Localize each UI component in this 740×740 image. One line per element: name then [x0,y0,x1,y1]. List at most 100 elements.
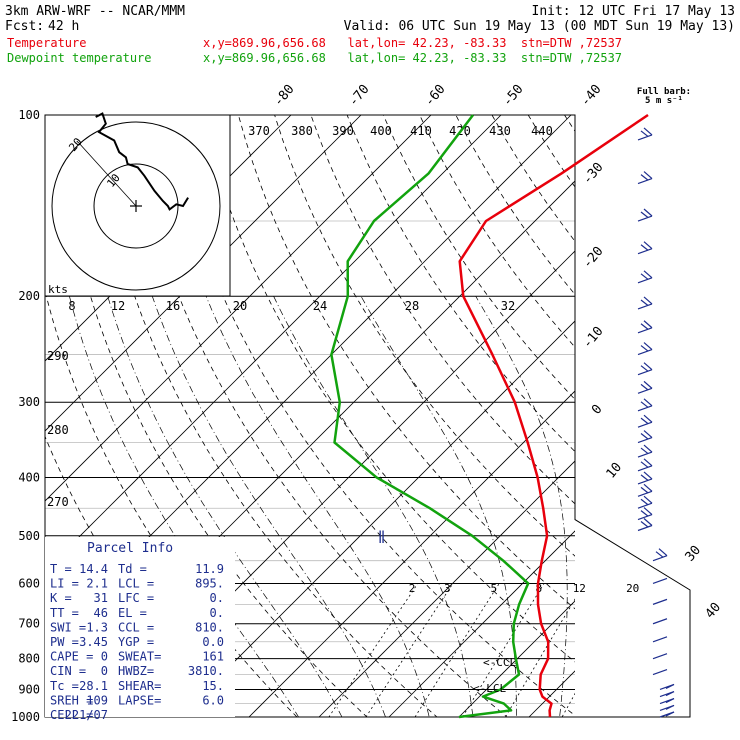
wind-barb-flag [640,486,649,494]
parcel-info-value: 46 [94,606,108,620]
mixing-ratio-line [561,692,575,717]
wind-barb-flag [640,323,649,330]
wind-barb-flag [640,461,649,468]
moist-adiabat [600,296,636,730]
parcel-info-value: 0.0 [202,635,224,649]
wind-barb-staff [637,421,653,428]
legend-dewpoint-name: Dewpoint temperature [7,51,152,65]
parcel-info-label: SWI = [50,620,86,634]
el-marker: ‖ [378,529,385,543]
isotherm-label: -30 [580,160,607,188]
parcel-info-value: 810. [195,620,224,634]
wind-barb-flag [665,691,675,697]
isotherm [528,670,575,717]
wind-barb-flag [640,273,649,280]
isotherm [178,320,575,717]
parcel-info-label: LAPSE= [118,693,161,707]
wind-barb-staff [637,369,653,376]
isotherm-label: -10 [580,324,607,352]
parcel-info-value: 895. [195,577,224,591]
parcel-info-value: 28.1 [79,679,108,693]
wind-barb-staff [637,405,653,412]
parcel-info-label: LCL = [118,577,154,591]
wind-barb [637,518,653,532]
parcel-info-value: 1.3 [86,620,108,634]
wind-barb-flag [643,414,653,423]
wind-barb-staff [637,514,653,521]
wind-barb [637,208,653,222]
theta-label-left: 290 [47,349,69,363]
isotherm [45,115,432,502]
wind-barb [637,507,653,521]
dry-adiabat [129,115,508,717]
wind-barb [652,577,668,585]
mixing-ratio-line [328,583,419,717]
isotherm [0,115,11,717]
wind-barb-flag [640,474,649,481]
parcel-info-value: 3.45 [79,635,108,649]
wind-barb [637,471,653,485]
parcel-info-label: YGP = [118,635,154,649]
dry-adiabat [564,115,575,132]
isotherm [248,390,575,717]
isotherm [388,530,575,717]
parcel-info-value: 3810. [188,664,224,678]
wind-barb-flag [643,320,653,329]
mixing-ratio-label: 3 [444,582,451,595]
dry-adiabat [93,115,438,717]
wind-barb-staff [637,178,653,185]
wind-barb-flag [655,551,664,558]
parcel-info-label: T = [50,562,72,576]
wind-barb-staff [637,348,653,356]
parcel-info-value: 0. [210,591,224,605]
parcel-info-label: K = [50,591,72,605]
parcel-info-panel: Parcel Info T = 14.4 Td = 11.9 LI = 2.1 LCL = 89… [45,537,235,722]
pressure-tick-label: 400 [18,470,40,484]
isotherm-label: -40 [578,82,605,110]
mixing-ratio-line [414,583,500,717]
isotherm-label: 40 [703,600,725,622]
dry-adiabat [491,115,575,242]
wind-barb [637,127,653,141]
parcel-info-label: CCL = [118,620,154,634]
hodograph-speed-label: 32 [501,299,515,313]
dry-adiabat [637,115,740,730]
pressure-tick-label: 100 [18,108,40,122]
hodograph-ring-inner [93,163,179,249]
wind-barb-staff [637,303,653,310]
hodograph-ring-outer [51,121,221,291]
parcel-info-label: SWEAT= [118,650,161,664]
isotherm-label: -70 [346,82,373,110]
wind-barb [652,548,668,562]
wind-barb-flag [640,510,649,517]
pressure-tick-label: 1000 [11,710,40,724]
wind-barb-flag [643,444,653,453]
isotherm-label: 0 [589,402,606,418]
wind-barb-flag [643,270,653,279]
init-time: Init: 12 UTC Fri 17 May 13 [532,4,736,19]
dry-adiabat [310,115,575,505]
hodograph-speed-label: 28 [405,299,419,313]
wind-barb-flag [640,345,649,352]
wind-barb-flag [640,244,649,251]
wind-barb-flag [643,171,653,180]
hodograph-trace [95,112,189,211]
wind-barb [637,171,653,185]
wind-barb-staff [637,436,653,444]
parcel-info-label: SHEAR= [118,679,161,693]
theta-label-top: 430 [489,124,511,138]
theta-label-top: 400 [370,124,392,138]
parcel-info-label: EL = [118,606,147,620]
parcel-info-value: 0. [210,606,224,620]
isotherm-label: -80 [271,82,298,110]
wind-barb-staff [637,465,653,472]
dry-adiabat [601,115,740,730]
wind-barb [659,691,675,698]
isotherm-label: -60 [422,82,449,110]
theta-label-left: 280 [47,423,69,437]
dry-adiabat [455,115,575,296]
wind-barb [637,320,653,334]
wind-barb [637,458,653,472]
wind-barb [637,362,653,376]
dry-adiabat [527,115,575,188]
